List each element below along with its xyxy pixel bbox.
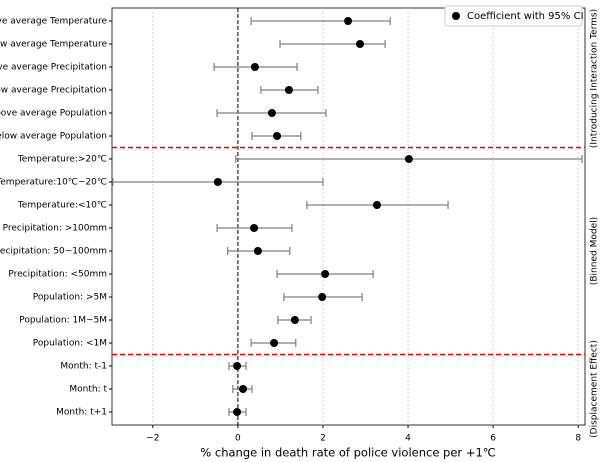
group-label: (Introducing Interaction Terms) [590, 9, 600, 148]
point [253, 247, 262, 255]
group-label: (Binned Model) [590, 217, 600, 285]
point [290, 316, 299, 324]
y-tick-label: Temperature:>20℃ [17, 155, 107, 165]
point [250, 224, 259, 232]
point [404, 155, 413, 163]
point [344, 17, 353, 25]
y-tick-label: Precipitation: 50~100mm [0, 247, 107, 257]
point [239, 385, 248, 393]
y-tick-label: Below average Precipitation [0, 86, 107, 96]
point [284, 86, 293, 94]
point [267, 109, 276, 117]
legend-label: Coefficient with 95% CI [467, 11, 584, 22]
y-tick-label: Above average Temperature [0, 17, 107, 27]
point [321, 270, 330, 278]
y-tick-label: Precipitation: >100mm [3, 224, 107, 234]
legend: Coefficient with 95% CI [444, 5, 584, 27]
y-tick-label: Above average Precipitation [0, 63, 107, 73]
y-tick-label: Population: >5M [33, 293, 107, 303]
x-tick-label: 4 [405, 434, 411, 444]
legend-point [452, 12, 460, 20]
legend-box [444, 5, 583, 27]
point [270, 339, 279, 347]
x-axis-label: % change in death rate of police violenc… [200, 446, 495, 460]
plot-frame [111, 7, 586, 426]
x-tick-label: 0 [235, 434, 241, 444]
y-tick-label: Month: t-1 [60, 362, 107, 372]
y-tick-label: Temperature:<10℃ [17, 201, 107, 211]
point [355, 40, 364, 48]
x-tick-label: 2 [320, 434, 326, 444]
point [250, 63, 259, 71]
y-tick-label: Precipitation: <50mm [8, 270, 107, 280]
x-tick-label: 8 [575, 434, 581, 444]
y-tick-label: Month: t [69, 385, 107, 395]
y-tick-label: Temperature:10℃~20℃ [0, 178, 107, 188]
x-tick-label: −2 [146, 434, 159, 444]
y-tick-label: Month: t+1 [56, 408, 107, 418]
y-tick-label: Below average Temperature [0, 40, 107, 50]
point [273, 132, 282, 140]
point [233, 362, 242, 370]
group-label: (Displacement Effect) [590, 340, 600, 438]
point [318, 293, 327, 301]
y-tick-label: Below average Population [0, 132, 107, 142]
y-tick-label: Above average Population [0, 109, 107, 119]
x-tick-label: 6 [490, 434, 496, 444]
y-tick-label: Population: <1M [33, 339, 107, 349]
y-tick-label: Population: 1M~5M [19, 316, 107, 326]
point [233, 408, 242, 416]
point [372, 201, 381, 209]
point [213, 178, 222, 186]
